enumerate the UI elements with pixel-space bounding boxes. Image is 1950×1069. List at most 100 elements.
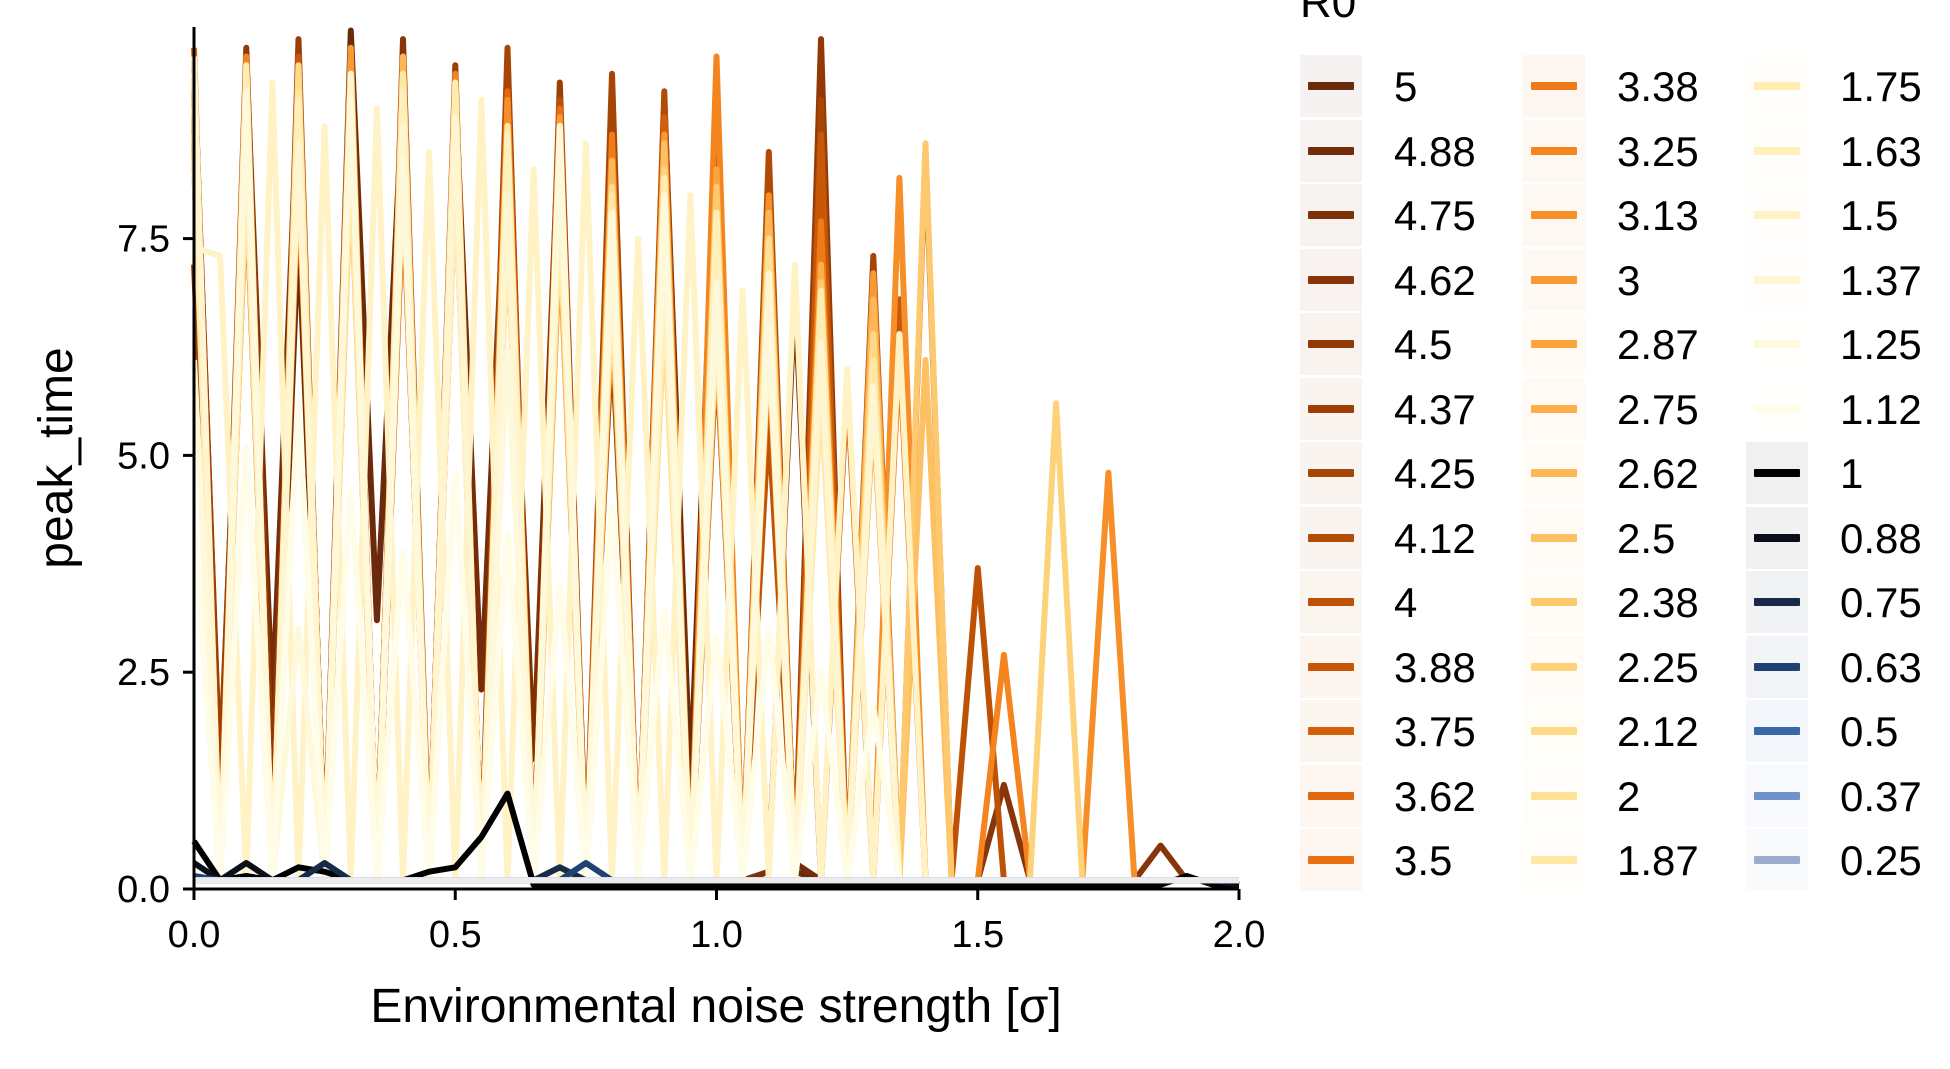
legend-swatch-line [1754,856,1800,864]
legend-label: 0.63 [1840,643,1922,691]
legend-swatch [1523,55,1585,117]
legend-item: 3.88 [1300,635,1520,700]
legend-swatch [1746,506,1808,569]
legend-item: 2.5 [1523,506,1743,571]
legend-swatch-line [1308,598,1354,606]
legend-swatch [1523,829,1585,891]
legend-item: 2.87 [1523,313,1743,377]
x-tick-label: 1.5 [951,914,1004,956]
legend-label: 3.88 [1394,643,1476,691]
legend-item: 2.62 [1523,442,1743,506]
legend-item: 4.37 [1300,377,1520,442]
legend-item: 3.5 [1300,829,1520,893]
legend-swatch-line [1308,146,1354,155]
legend-label: 1.37 [1840,256,1922,304]
legend-label: 2 [1617,772,1641,820]
legend-label: 2.5 [1617,514,1676,562]
legend-label: 1 [1840,450,1864,497]
legend-swatch [1746,313,1808,375]
legend-swatch [1523,313,1585,375]
legend-swatch-line [1754,598,1800,606]
legend-item: 0.25 [1746,829,1950,893]
legend-swatch [1746,119,1808,182]
legend-label: 4.25 [1394,450,1476,497]
legend-item: 0.5 [1746,700,1950,764]
legend-label: 4.88 [1394,127,1476,175]
legend-item: 4.88 [1300,119,1520,184]
legend-swatch-line [1531,275,1577,284]
legend-swatch [1300,442,1362,504]
legend-swatch-line [1308,533,1354,542]
legend-label: 2.38 [1617,579,1699,626]
legend-item: 0.88 [1746,506,1950,571]
legend-item: 4.25 [1300,442,1520,506]
legend-swatch-line [1531,533,1577,542]
legend-swatch-line [1531,146,1577,155]
legend-swatch-line [1754,727,1800,735]
x-ticks: 0.0 0.5 1.0 1.5 2.0 [168,889,1266,956]
legend-swatch [1300,700,1362,762]
legend-item: 1 [1746,442,1950,506]
legend-label: 4.37 [1394,385,1476,433]
legend-swatch [1746,442,1808,504]
legend-swatch [1300,829,1362,891]
legend-label: 0.5 [1840,708,1899,755]
legend-item: 0.37 [1746,764,1950,829]
legend-swatch-line [1754,82,1800,90]
legend-swatch-line [1531,469,1577,477]
legend-label: 0.25 [1840,837,1922,884]
legend-swatch-line [1531,662,1577,671]
legend-item: 0.75 [1746,571,1950,635]
legend-label: 2.87 [1617,321,1699,368]
legend-swatch [1746,829,1808,891]
legend-swatch-line [1754,275,1800,284]
legend-swatch-line [1308,856,1354,864]
legend-item: 4.75 [1300,184,1520,248]
legend-swatch-line [1754,340,1800,348]
x-tick-label: 0.5 [429,914,482,956]
legend-label: 1.63 [1840,127,1922,175]
legend-swatch [1523,377,1585,440]
legend-item: 1.37 [1746,248,1950,313]
legend-label: 1.87 [1617,837,1699,884]
legend-swatch [1300,184,1362,246]
x-tick-label: 2.0 [1213,914,1266,956]
legend-swatch-line [1754,469,1800,477]
legend-swatch [1523,571,1585,633]
legend-swatch-line [1308,82,1354,90]
legend-swatch-line [1531,727,1577,735]
legend-swatch [1746,184,1808,246]
legend-swatch [1523,248,1585,311]
legend-item: 1.5 [1746,184,1950,248]
legend-label: 2.12 [1617,708,1699,755]
legend-swatch [1300,313,1362,375]
legend-swatch-line [1531,598,1577,606]
legend-swatch-line [1308,469,1354,477]
legend-item: 1.12 [1746,377,1950,442]
legend-label: 5 [1394,63,1418,110]
legend-swatch-line [1754,791,1800,800]
legend-swatch [1746,571,1808,633]
legend-swatch [1300,635,1362,698]
legend-label: 4.12 [1394,514,1476,562]
legend-item: 3.25 [1523,119,1743,184]
legend-swatch-line [1754,533,1800,542]
legend-item: 2 [1523,764,1743,829]
legend-swatch [1523,506,1585,569]
legend-item: 1.75 [1746,55,1950,119]
legend-item: 3.13 [1523,184,1743,248]
legend-item: 4.5 [1300,313,1520,377]
y-axis-label: peak_time [30,347,83,568]
legend-swatch-line [1531,404,1577,413]
legend-swatch-line [1308,275,1354,284]
legend-swatch [1300,248,1362,311]
y-tick-label: 2.5 [117,652,170,694]
series-lines [191,27,1240,888]
legend-item: 3.75 [1300,700,1520,764]
y-ticks: 0.0 2.5 5.0 7.5 [117,219,194,911]
legend-item: 4.12 [1300,506,1520,571]
x-axis-label: Environmental noise strength [σ] [370,980,1061,1033]
legend-label: 3.13 [1617,192,1699,239]
y-tick-label: 5.0 [117,435,170,477]
